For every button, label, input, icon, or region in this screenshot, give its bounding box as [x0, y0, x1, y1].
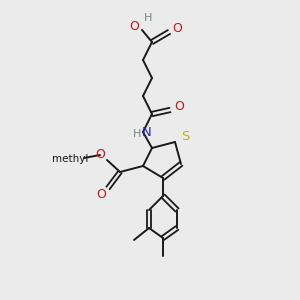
- Text: O: O: [95, 148, 105, 160]
- Text: O: O: [172, 22, 182, 34]
- Text: H: H: [144, 13, 152, 23]
- Text: N: N: [142, 125, 152, 139]
- Text: O: O: [174, 100, 184, 112]
- Text: H: H: [133, 129, 141, 139]
- Text: O: O: [129, 20, 139, 32]
- Text: S: S: [181, 130, 189, 143]
- Text: methyl: methyl: [52, 154, 88, 164]
- Text: O: O: [96, 188, 106, 200]
